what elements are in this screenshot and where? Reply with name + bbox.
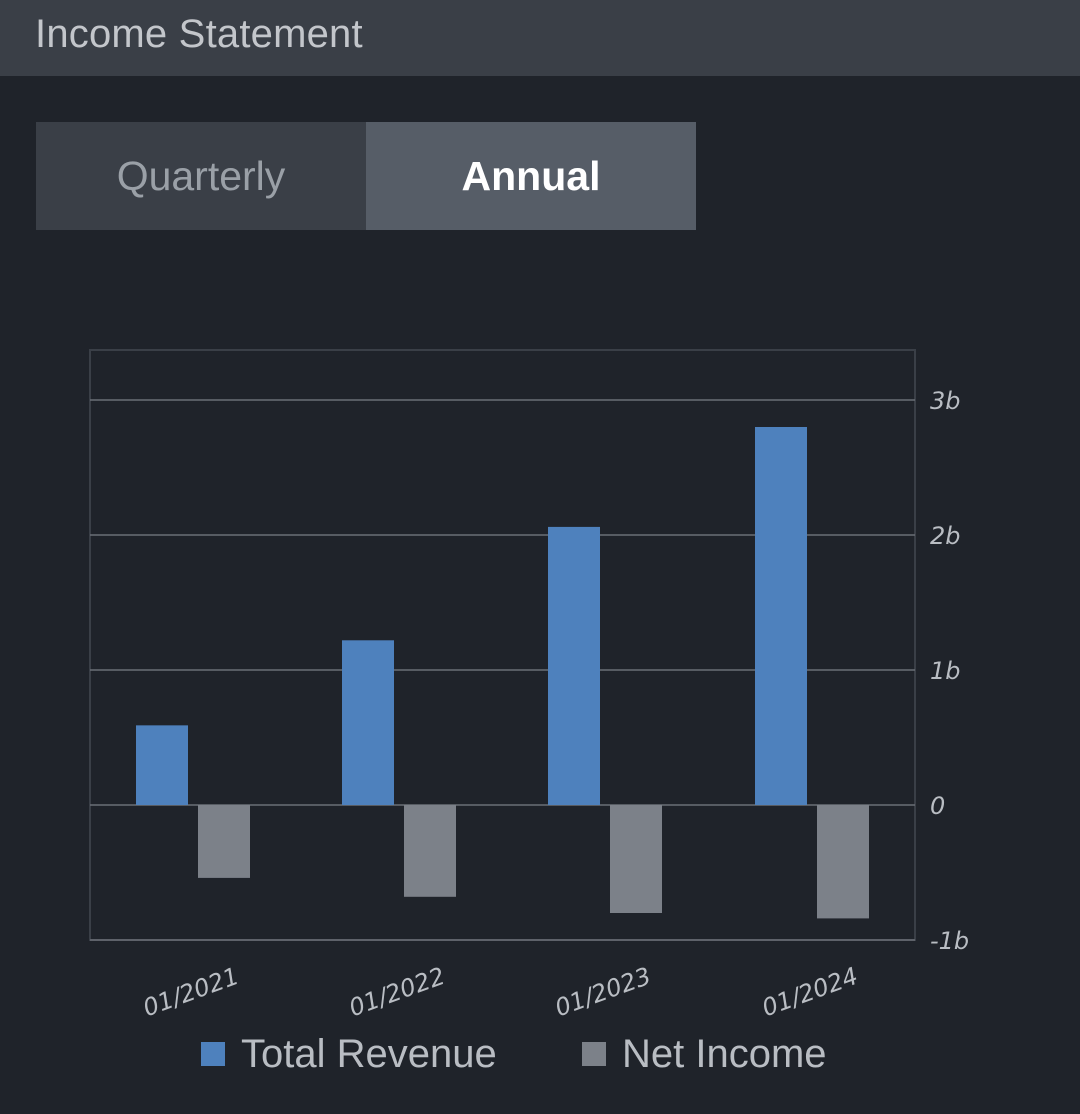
period-toggle: Quarterly Annual bbox=[36, 122, 696, 230]
y-tick-label: 3b bbox=[930, 387, 961, 415]
legend-label-total-revenue: Total Revenue bbox=[241, 1031, 497, 1076]
bar-total-revenue[interactable] bbox=[342, 640, 394, 805]
header-bar: Income Statement bbox=[0, 0, 1080, 76]
y-tick-label: -1b bbox=[930, 927, 969, 955]
legend-swatch-net-income bbox=[582, 1042, 606, 1066]
bar-net-income[interactable] bbox=[198, 805, 250, 878]
annual-tab[interactable]: Annual bbox=[366, 122, 696, 230]
x-tick-label: 01/2023 bbox=[551, 962, 654, 1022]
x-tick-label: 01/2024 bbox=[758, 962, 861, 1022]
legend-swatch-total-revenue bbox=[201, 1042, 225, 1066]
legend-label-net-income: Net Income bbox=[622, 1031, 827, 1076]
bar-net-income[interactable] bbox=[817, 805, 869, 919]
x-tick-label: 01/2021 bbox=[139, 962, 242, 1022]
bar-total-revenue[interactable] bbox=[755, 427, 807, 805]
y-tick-label: 0 bbox=[930, 792, 945, 820]
y-tick-label: 1b bbox=[930, 657, 961, 685]
chart-legend: Total Revenue Net Income bbox=[0, 1024, 1080, 1084]
bar-net-income[interactable] bbox=[610, 805, 662, 913]
bar-net-income[interactable] bbox=[404, 805, 456, 897]
legend-item-total-revenue[interactable]: Total Revenue bbox=[201, 1024, 497, 1084]
bar-total-revenue[interactable] bbox=[136, 725, 188, 805]
quarterly-tab[interactable]: Quarterly bbox=[36, 122, 366, 230]
x-tick-label: 01/2022 bbox=[345, 962, 448, 1022]
page-title: Income Statement bbox=[35, 12, 363, 56]
bar-total-revenue[interactable] bbox=[548, 526, 600, 805]
legend-item-net-income[interactable]: Net Income bbox=[582, 1024, 827, 1084]
bar-layer bbox=[136, 427, 869, 919]
y-tick-label: 2b bbox=[930, 522, 961, 550]
